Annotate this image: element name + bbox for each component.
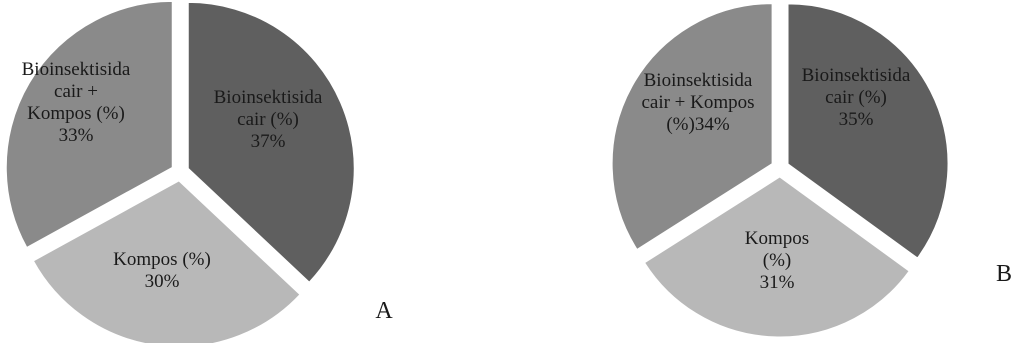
slice-label-line: 35% [839,109,874,130]
slice-label-line: 33% [59,125,94,146]
slice-label: Bioinsektisida cair (%) 37% [214,87,323,152]
slice-label-line: Kompos [745,228,809,249]
slice-label-line: cair (%) [825,87,887,108]
pie-chart-a: Bioinsektisida cair (%) 37%Kompos (%) 30%Bi… [5,0,393,343]
slice-label-line: Kompos (%) [113,249,211,270]
slice-label-line: Kompos (%) [27,103,125,124]
pie-slice [787,3,949,259]
slice-label-line: 37% [251,131,286,152]
pie-slice [187,1,355,283]
slice-label-line: (%)34% [666,114,729,135]
slice-label-line: cair + [54,81,98,102]
slice-label: Bioinsektisida cair + Kompos (%) 33% [22,59,131,146]
pie-chart-b: Bioinsektisida cair (%) 35%Kompos (%) 31%Bio… [611,3,1012,338]
slice-label-line: 30% [145,271,180,292]
slice-label: Bioinsektisida cair + Kompos (%)34% [641,70,754,135]
pie-slice [611,3,773,251]
panel-label: A [375,298,393,324]
pie-slice [32,180,301,343]
slice-label-line: 31% [760,272,795,293]
pie-slice [5,0,173,249]
panel-label: B [996,261,1012,287]
slice-label: Bioinsektisida cair (%) 35% [802,65,911,130]
slice-label-line: Bioinsektisida [644,70,753,91]
slice-label: Kompos (%) 31% [745,228,809,293]
slice-label-line: Bioinsektisida [802,65,911,86]
slice-label-line: Bioinsektisida [22,59,131,80]
slice-label: Kompos (%) 30% [113,249,211,292]
slice-label-line: cair + Kompos [641,92,754,113]
pie-slice [643,176,910,338]
slice-label-line: (%) [763,250,791,271]
slice-label-line: cair (%) [237,109,299,130]
slice-label-line: Bioinsektisida [214,87,323,108]
